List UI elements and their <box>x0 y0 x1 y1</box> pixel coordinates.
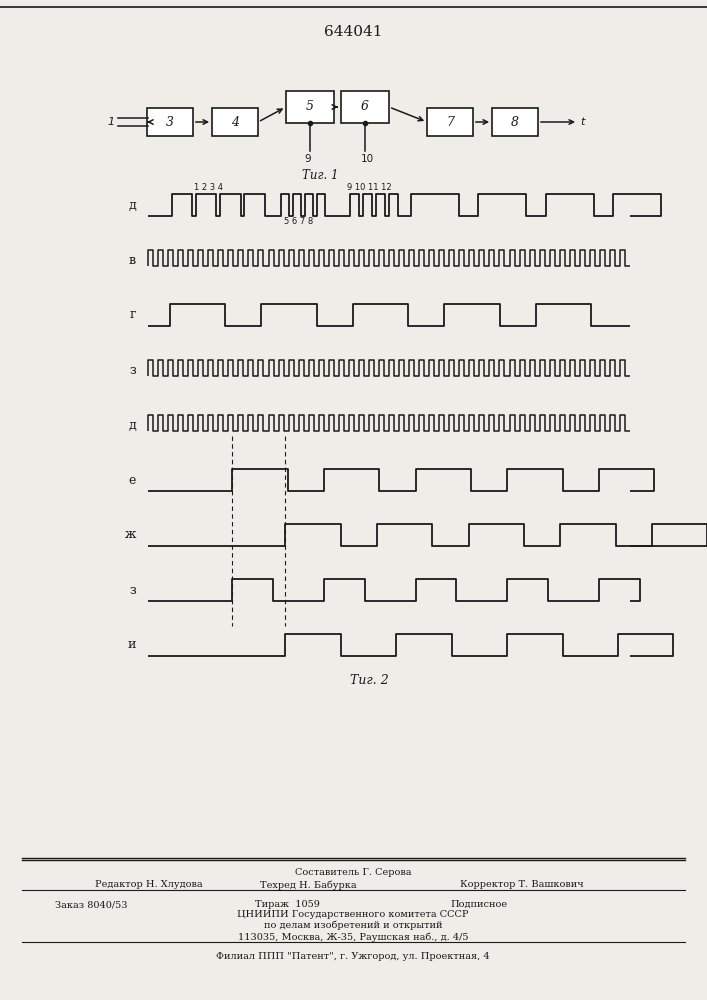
Text: г: г <box>129 308 136 322</box>
Bar <box>147 108 193 136</box>
Text: 6: 6 <box>361 101 369 113</box>
Text: 9 10 11 12: 9 10 11 12 <box>347 183 392 192</box>
Bar <box>341 91 389 123</box>
Text: 113035, Москва, Ж-35, Раушская наб., д. 4/5: 113035, Москва, Ж-35, Раушская наб., д. … <box>238 932 468 942</box>
Bar <box>286 91 334 123</box>
Text: Составитель Г. Серова: Составитель Г. Серова <box>295 868 411 877</box>
Text: 1 2 3 4: 1 2 3 4 <box>194 183 223 192</box>
Text: 7: 7 <box>446 115 454 128</box>
Text: t: t <box>580 117 585 127</box>
Text: Подписное: Подписное <box>450 900 507 909</box>
Text: Τиг. 2: Τиг. 2 <box>350 674 388 687</box>
Text: ж: ж <box>124 528 136 542</box>
Text: в: в <box>129 253 136 266</box>
Text: Τиг. 1: Τиг. 1 <box>302 169 338 182</box>
Text: 644041: 644041 <box>324 25 382 39</box>
Text: д: д <box>128 418 136 432</box>
Text: по делам изобретений и открытий: по делам изобретений и открытий <box>264 921 443 930</box>
Bar <box>212 108 258 136</box>
Text: з: з <box>129 584 136 596</box>
Text: и: и <box>128 639 136 652</box>
Text: Редактор Н. Хлудова: Редактор Н. Хлудова <box>95 880 203 889</box>
Text: 8: 8 <box>511 115 519 128</box>
Text: 9: 9 <box>305 154 311 164</box>
Text: Корректор Т. Вашкович: Корректор Т. Вашкович <box>460 880 583 889</box>
Bar <box>427 108 473 136</box>
Text: Заказ 8040/53: Заказ 8040/53 <box>55 900 127 909</box>
Text: Филиал ППП "Патент", г. Ужгород, ул. Проектная, 4: Филиал ППП "Патент", г. Ужгород, ул. Про… <box>216 952 490 961</box>
Bar <box>492 108 538 136</box>
Text: 4: 4 <box>231 115 239 128</box>
Text: ЦНИИПИ Государственного комитета СССР: ЦНИИПИ Государственного комитета СССР <box>238 910 469 919</box>
Text: е: е <box>129 474 136 487</box>
Text: Тираж  1059: Тираж 1059 <box>255 900 320 909</box>
Text: 3: 3 <box>166 115 174 128</box>
Text: 10: 10 <box>361 154 373 164</box>
Text: 1: 1 <box>108 117 115 127</box>
Text: 5: 5 <box>306 101 314 113</box>
Text: Техред Н. Бабурка: Техред Н. Бабурка <box>260 880 356 890</box>
Text: 5 6 7 8: 5 6 7 8 <box>284 217 313 226</box>
Text: з: з <box>129 363 136 376</box>
Text: д: д <box>128 198 136 212</box>
